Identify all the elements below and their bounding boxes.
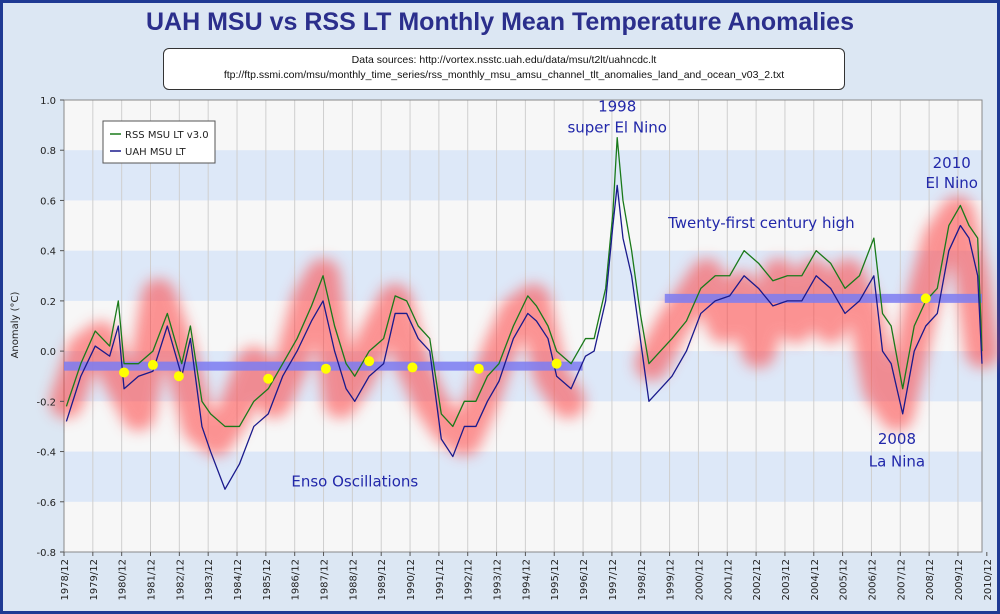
- chart-title: UAH MSU vs RSS LT Monthly Mean Temperatu…: [146, 8, 854, 36]
- data-sources-box: Data sources: http://vortex.nsstc.uah.ed…: [163, 48, 845, 90]
- data-source-line-1: Data sources: http://vortex.nsstc.uah.ed…: [351, 54, 657, 66]
- data-source-line-2: ftp://ftp.ssmi.com/msu/monthly_time_seri…: [223, 69, 785, 81]
